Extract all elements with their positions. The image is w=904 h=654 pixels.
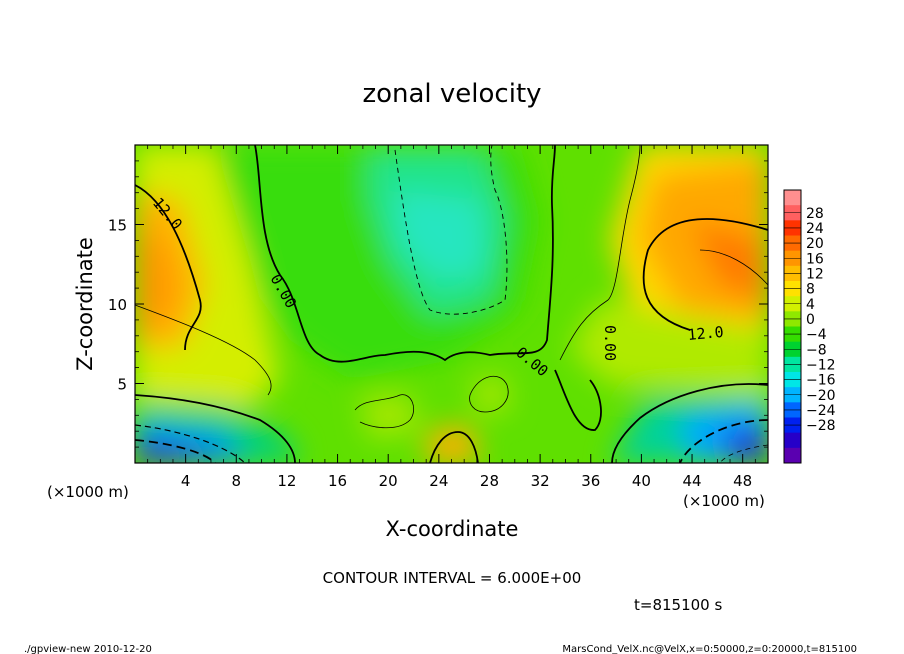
x-tick-label: 40 bbox=[632, 472, 651, 490]
x-tick-label: 32 bbox=[531, 472, 550, 490]
colorbar-label: −24 bbox=[806, 403, 836, 419]
time-label: t=815100 s bbox=[634, 596, 722, 614]
colorbar-label: −16 bbox=[806, 373, 836, 389]
contour-interval: CONTOUR INTERVAL = 6.000E+00 bbox=[323, 569, 582, 587]
y-tick-label: 10 bbox=[108, 296, 127, 314]
colorbar-label: −20 bbox=[806, 388, 836, 404]
y-tick-label: 15 bbox=[108, 217, 127, 235]
contour-label-0-right: 0.00 bbox=[601, 325, 619, 361]
x-tick-label: 4 bbox=[181, 472, 191, 490]
colorbar-label: −28 bbox=[806, 418, 836, 434]
colorbar-label: 28 bbox=[806, 206, 824, 222]
x-tick-label: 16 bbox=[328, 472, 347, 490]
contour-label-12-right: 12.0 bbox=[687, 323, 725, 344]
colorbar-label: 0 bbox=[806, 312, 815, 328]
colorbar-label: −12 bbox=[806, 357, 836, 373]
x-unit-right: (×1000 m) bbox=[683, 492, 765, 510]
x-tick-label: 20 bbox=[379, 472, 398, 490]
plot-area: 12.0 0.00 0.00 0.00 12.0 bbox=[135, 145, 768, 463]
colorbar-frame bbox=[783, 189, 802, 464]
colorbar-label: −4 bbox=[806, 327, 827, 343]
x-ticks: 4 8 12 16 20 24 28 32 36 40 44 48 bbox=[147, 145, 756, 490]
x-tick-label: 8 bbox=[232, 472, 242, 490]
colorbar-label: −8 bbox=[806, 342, 827, 358]
footer-right: MarsCond_VelX.nc@VelX,x=0:50000,z=0:2000… bbox=[562, 644, 857, 654]
y-axis-label: Z-coordinate bbox=[73, 237, 97, 371]
x-tick-label: 28 bbox=[480, 472, 499, 490]
colorbar-label: 4 bbox=[806, 297, 815, 313]
x-tick-label: 12 bbox=[277, 472, 296, 490]
colorbar-swatch bbox=[784, 432, 801, 449]
chart-title: zonal velocity bbox=[362, 79, 541, 109]
colorbar-label: 24 bbox=[806, 221, 824, 237]
footer-left: ./gpview-new 2010-12-20 bbox=[24, 644, 152, 654]
colorbar-swatch bbox=[784, 190, 801, 206]
x-unit-left: (×1000 m) bbox=[47, 483, 129, 501]
x-tick-label: 44 bbox=[682, 472, 701, 490]
colorbar-swatch bbox=[784, 447, 801, 464]
x-axis-label: X-coordinate bbox=[386, 517, 519, 541]
y-ticks: 5 10 15 bbox=[108, 160, 768, 448]
colorbar-label: 8 bbox=[806, 282, 815, 298]
colorbar-label: 16 bbox=[806, 251, 824, 267]
x-tick-label: 24 bbox=[429, 472, 448, 490]
colorbar-label: 12 bbox=[806, 266, 824, 282]
x-tick-label: 36 bbox=[581, 472, 600, 490]
colorbar-label: 20 bbox=[806, 236, 824, 252]
y-tick-label: 5 bbox=[117, 376, 127, 394]
x-tick-label: 48 bbox=[733, 472, 752, 490]
